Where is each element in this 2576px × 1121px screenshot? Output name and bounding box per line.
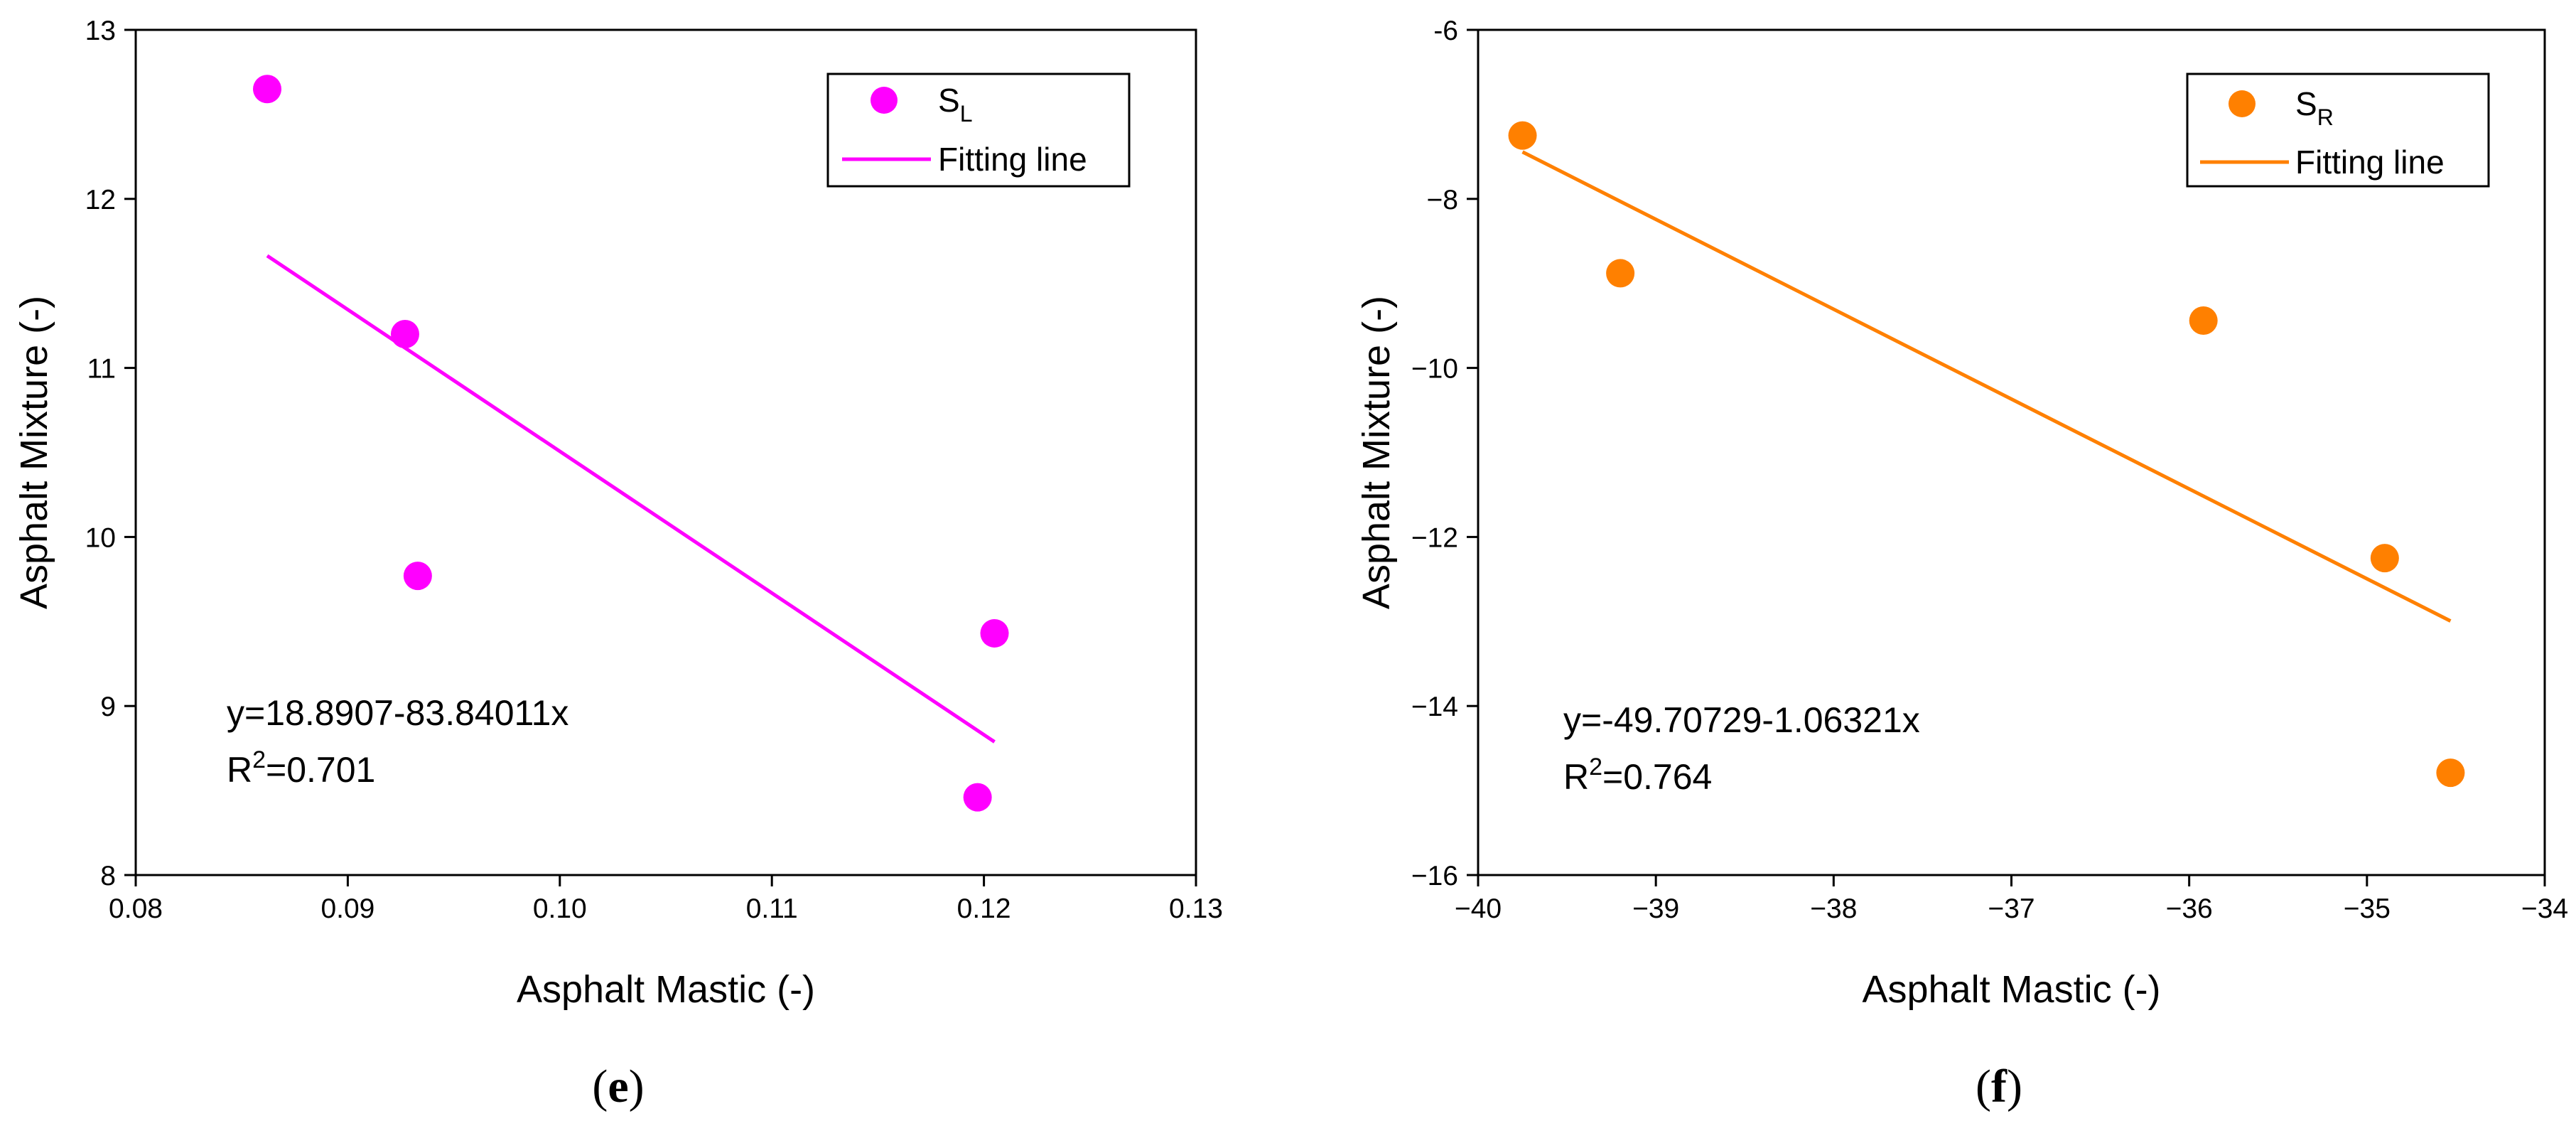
fit-equation: y=-49.70729-1.06321x [1563,700,1920,740]
data-point [2189,306,2218,336]
data-point [2436,758,2465,788]
y-tick-label: 11 [87,354,117,385]
y-tick-label: −14 [1411,692,1458,722]
panel-tag: (f) [1976,1061,2022,1112]
y-tick-label: 12 [85,185,116,215]
legend-series-label: SR [2295,85,2334,130]
x-tick-label: 0.11 [746,894,798,924]
x-tick-label: −38 [1810,894,1857,924]
data-point [963,783,992,812]
legend: SL Fitting line [826,73,1131,188]
panel-f: −40 −39 −38 −37 −36 −35 −34 −16 −14 −12 −10 −8 -6 Asp… [1355,16,2568,1112]
r-squared: R2=0.764 [1563,753,1712,797]
x-tick-label: 0.08 [109,894,163,924]
fit-equation: y=18.8907-83.84011x [227,693,568,733]
x-tick-label: 0.09 [320,894,374,924]
x-tick-label: −34 [2521,894,2568,924]
y-tick-label: 13 [85,16,116,46]
panel-tag: (e) [592,1061,644,1112]
x-tick-label: −37 [1988,894,2035,924]
panels: 0.08 0.09 0.10 0.11 0.12 0.13 8 9 10 11 12 13 Asphal… [13,16,2568,1112]
legend-series-label: SL [938,82,972,127]
y-tick-label: −10 [1411,354,1458,385]
x-axis-title: Asphalt Mastic (-) [517,968,815,1011]
x-tick-label: −39 [1632,894,1679,924]
legend-marker [2229,90,2256,117]
x-tick-label: −35 [2344,894,2391,924]
legend-fit-label: Fitting line [2295,144,2445,181]
legend-marker [871,87,898,114]
fitting-line [1521,150,2452,623]
y-tick-label: 9 [100,692,116,722]
data-point [390,320,419,349]
y-tick-label: −8 [1427,185,1458,215]
data-point [253,75,282,104]
y-tick-label: -6 [1433,16,1458,46]
y-axis-title: Asphalt Mixture (-) [1355,296,1398,609]
legend: SR Fitting line [2186,73,2490,188]
y-tick-label: −16 [1411,861,1458,891]
data-point [980,618,1009,648]
fitting-line [266,254,996,744]
x-tick-label: 0.12 [957,894,1011,924]
legend-fit-label: Fitting line [938,141,1087,178]
plot-frame [134,28,1197,876]
data-point [1508,121,1537,150]
r-squared: R2=0.701 [227,746,375,790]
x-tick-label: −36 [2166,894,2213,924]
data-point [1606,259,1635,288]
x-tick-label: 0.13 [1169,894,1223,924]
x-tick-label: −40 [1455,894,1502,924]
y-tick-label: −12 [1411,522,1458,553]
y-axis-title: Asphalt Mixture (-) [13,296,55,609]
x-axis-title: Asphalt Mastic (-) [1862,968,2160,1011]
data-point [403,562,432,591]
data-point [2370,544,2399,573]
panel-e: 0.08 0.09 0.10 0.11 0.12 0.13 8 9 10 11 12 13 Asphal… [13,16,1223,1112]
x-tick-label: 0.10 [533,894,587,924]
y-tick-label: 10 [85,522,116,553]
y-tick-label: 8 [100,861,116,891]
